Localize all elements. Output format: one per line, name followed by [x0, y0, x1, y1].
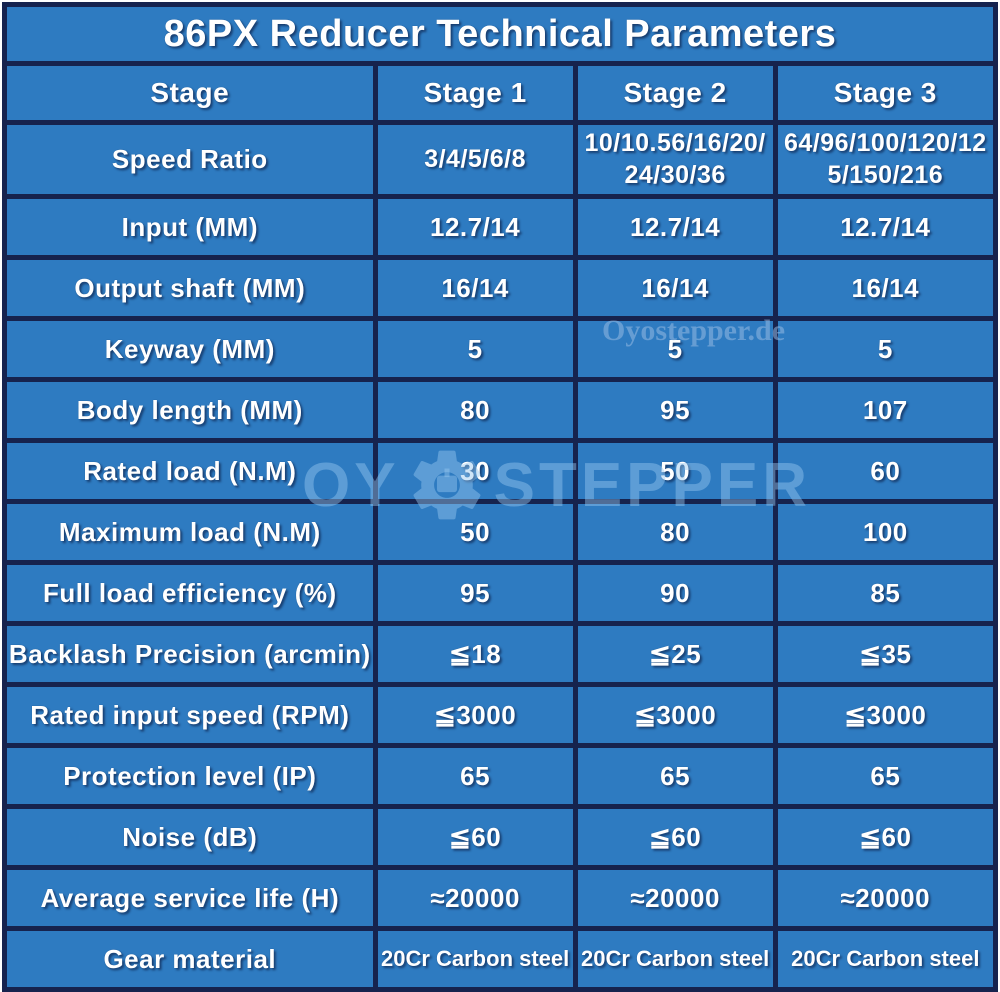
- cell-value: 16/14: [772, 255, 999, 321]
- row-label: Speed Ratio: [2, 120, 378, 199]
- table-row-gear-material: Gear material 20Cr Carbon steel 20Cr Car…: [2, 926, 999, 992]
- row-label: Noise (dB): [2, 804, 378, 870]
- cell-value: 80: [372, 377, 578, 443]
- table-row-protection-level: Protection level (IP) 65 65 65: [2, 743, 999, 809]
- cell-value: 90: [572, 560, 778, 626]
- table-row-average-service-life: Average service life (H) ≈20000 ≈20000 ≈…: [2, 865, 999, 931]
- table-row-rated-load: Rated load (N.M) 30 50 60: [2, 438, 999, 504]
- row-label: Gear material: [2, 926, 378, 992]
- cell-value: 20Cr Carbon steel: [572, 926, 778, 992]
- cell-value: ≈20000: [772, 865, 999, 931]
- cell-value: ≦3000: [372, 682, 578, 748]
- row-label: Rated input speed (RPM): [2, 682, 378, 748]
- row-label: Body length (MM): [2, 377, 378, 443]
- table-row-speed-ratio: Speed Ratio 3/4/5/6/8 10/10.56/16/20/ 24…: [2, 120, 999, 199]
- row-label: Protection level (IP): [2, 743, 378, 809]
- cell-value: ≦60: [572, 804, 778, 870]
- cell-value: 30: [372, 438, 578, 504]
- col-header-stage-3: Stage 3: [772, 61, 999, 125]
- cell-value: ≦60: [372, 804, 578, 870]
- cell-value: ≦3000: [572, 682, 778, 748]
- cell-value: 64/96/100/120/12 5/150/216: [772, 120, 999, 199]
- row-label: Keyway (MM): [2, 316, 378, 382]
- cell-value: 3/4/5/6/8: [372, 120, 578, 199]
- cell-value: 5: [372, 316, 578, 382]
- cell-value: 100: [772, 499, 999, 565]
- cell-value: 12.7/14: [772, 194, 999, 260]
- cell-value: 107: [772, 377, 999, 443]
- table-row-body-length: Body length (MM) 80 95 107: [2, 377, 999, 443]
- header-row: Stage Stage 1 Stage 2 Stage 3: [2, 61, 999, 125]
- cell-value: 50: [372, 499, 578, 565]
- cell-value: ≦60: [772, 804, 999, 870]
- table-row-full-load-efficiency: Full load efficiency (%) 95 90 85: [2, 560, 999, 626]
- cell-value: 80: [572, 499, 778, 565]
- row-label: Maximum load (N.M): [2, 499, 378, 565]
- cell-value: 5: [772, 316, 999, 382]
- table-row-output-shaft: Output shaft (MM) 16/14 16/14 16/14: [2, 255, 999, 321]
- cell-value: 85: [772, 560, 999, 626]
- col-header-stage-1: Stage 1: [372, 61, 578, 125]
- table-row-backlash-precision: Backlash Precision (arcmin) ≦18 ≦25 ≦35: [2, 621, 999, 687]
- cell-value: 60: [772, 438, 999, 504]
- cell-value: ≈20000: [572, 865, 778, 931]
- table-row-input: Input (MM) 12.7/14 12.7/14 12.7/14: [2, 194, 999, 260]
- title-row: 86PX Reducer Technical Parameters: [2, 2, 998, 66]
- cell-value: 95: [372, 560, 578, 626]
- cell-value: 65: [572, 743, 778, 809]
- cell-value: 20Cr Carbon steel: [372, 926, 578, 992]
- table-row-rated-input-speed: Rated input speed (RPM) ≦3000 ≦3000 ≦300…: [2, 682, 999, 748]
- row-label: Input (MM): [2, 194, 378, 260]
- row-label: Rated load (N.M): [2, 438, 378, 504]
- cell-value: ≦3000: [772, 682, 999, 748]
- row-label: Backlash Precision (arcmin): [2, 621, 378, 687]
- cell-value: 16/14: [572, 255, 778, 321]
- page-title: 86PX Reducer Technical Parameters: [2, 2, 998, 66]
- row-label: Output shaft (MM): [2, 255, 378, 321]
- cell-value: 10/10.56/16/20/ 24/30/36: [572, 120, 778, 199]
- cell-value: 12.7/14: [572, 194, 778, 260]
- cell-value: 16/14: [372, 255, 578, 321]
- cell-value: ≦35: [772, 621, 999, 687]
- table-row-noise: Noise (dB) ≦60 ≦60 ≦60: [2, 804, 999, 870]
- table-row-maximum-load: Maximum load (N.M) 50 80 100: [2, 499, 999, 565]
- cell-value: 95: [572, 377, 778, 443]
- cell-value: 5: [572, 316, 778, 382]
- col-header-stage-2: Stage 2: [572, 61, 778, 125]
- cell-value: 50: [572, 438, 778, 504]
- cell-value: ≦25: [572, 621, 778, 687]
- table-row-keyway: Keyway (MM) 5 5 5: [2, 316, 999, 382]
- cell-value: ≈20000: [372, 865, 578, 931]
- cell-value: ≦18: [372, 621, 578, 687]
- row-label: Average service life (H): [2, 865, 378, 931]
- cell-value: 12.7/14: [372, 194, 578, 260]
- col-header-stage: Stage: [2, 61, 378, 125]
- cell-value: 65: [372, 743, 578, 809]
- cell-value: 65: [772, 743, 999, 809]
- cell-value: 20Cr Carbon steel: [772, 926, 999, 992]
- row-label: Full load efficiency (%): [2, 560, 378, 626]
